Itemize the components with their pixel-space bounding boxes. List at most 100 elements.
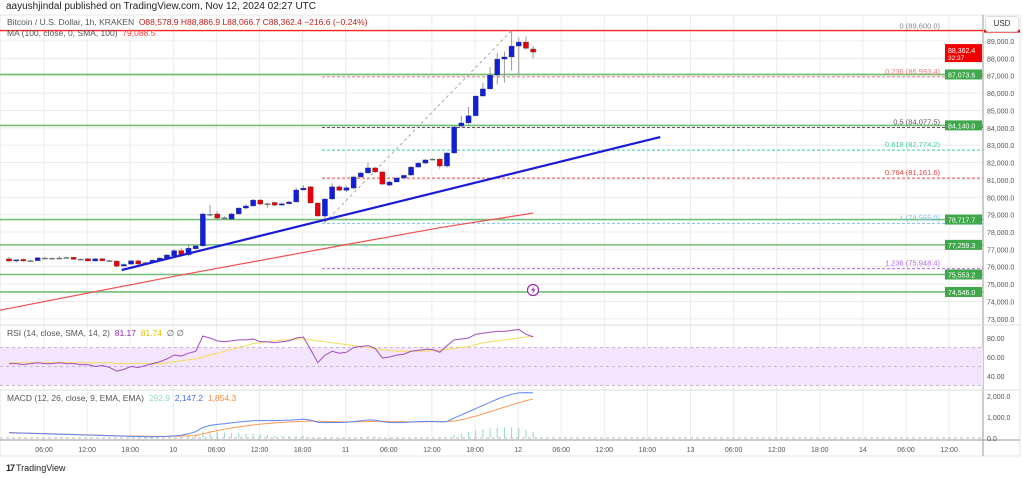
time-tick-label: 12:00 bbox=[78, 447, 96, 454]
candle-body bbox=[480, 88, 486, 97]
price-tick-label: 85,000.0 bbox=[987, 108, 1014, 115]
chart-frame bbox=[0, 14, 1021, 457]
candle-body bbox=[501, 56, 508, 60]
candle bbox=[501, 51, 508, 83]
candle bbox=[85, 258, 91, 262]
fib-level-label: 0 (89,600.0) bbox=[900, 22, 941, 31]
candle-body bbox=[78, 258, 84, 261]
rsi-tick-label: 80.00 bbox=[987, 336, 1005, 343]
candle bbox=[92, 258, 98, 262]
candle bbox=[63, 256, 70, 259]
price-tick-label: 82,000.0 bbox=[987, 161, 1014, 168]
rsi-value: 81.17 bbox=[114, 328, 136, 338]
candle bbox=[516, 37, 522, 76]
candle-body bbox=[358, 172, 364, 178]
time-tick-label: 11 bbox=[342, 447, 349, 454]
candle bbox=[465, 106, 472, 125]
currency-button[interactable]: USD bbox=[985, 16, 1019, 32]
candle-body bbox=[451, 126, 457, 154]
time-tick-label: 12:00 bbox=[251, 447, 269, 454]
fib-level-label: 1 (78,555.0) bbox=[900, 213, 941, 222]
rsi-tick-label: 60.00 bbox=[987, 355, 1005, 362]
candle bbox=[264, 202, 271, 208]
candle-body bbox=[236, 207, 242, 215]
candle bbox=[113, 260, 120, 268]
candle-body bbox=[128, 260, 134, 265]
time-tick-label: 13 bbox=[687, 447, 695, 454]
candle-body bbox=[42, 257, 48, 260]
time-tick-label: 18:00 bbox=[466, 447, 484, 454]
candle-body bbox=[437, 158, 443, 167]
price-tick-label: 79,000.0 bbox=[987, 213, 1014, 220]
symbol-name: Bitcoin / U.S. Dollar, 1h, KRAKEN bbox=[7, 17, 135, 27]
price-tick-label: 74,000.0 bbox=[987, 299, 1014, 306]
current-price-box bbox=[945, 44, 982, 63]
fib-level-label: 0.236 (86,993.4) bbox=[885, 67, 941, 76]
candle-body bbox=[92, 258, 98, 262]
price-tick-label: 80,000.0 bbox=[987, 195, 1014, 202]
level-price-box bbox=[945, 120, 982, 131]
time-tick-label: 12:00 bbox=[768, 447, 786, 454]
candle bbox=[49, 257, 55, 260]
macd-hist-value: 292.9 bbox=[148, 393, 170, 403]
macd-label: MACD (12, 26, close, 9, EMA, EMA) bbox=[7, 393, 144, 403]
time-tick-label: 10 bbox=[169, 447, 177, 454]
lightning-bolt-icon[interactable] bbox=[526, 283, 540, 297]
candle bbox=[20, 258, 27, 262]
macd-legend[interactable]: MACD (12, 26, close, 9, EMA, EMA) 292.9 … bbox=[7, 393, 236, 403]
level-price-label: 74,546.0 bbox=[948, 290, 975, 297]
ma-value: 79,088.5 bbox=[122, 28, 156, 38]
candle-body bbox=[6, 258, 12, 262]
candle-body bbox=[379, 171, 386, 185]
fib-level-label: 1.236 (75,948.4) bbox=[885, 259, 941, 268]
candle bbox=[343, 185, 350, 193]
candle-body bbox=[207, 214, 213, 216]
candle bbox=[322, 198, 328, 223]
ma-legend[interactable]: MA (100, close, 0, SMA, 100) 79,088.5 bbox=[7, 28, 155, 38]
candle-body bbox=[336, 186, 343, 191]
candle bbox=[243, 204, 249, 210]
candle bbox=[372, 166, 378, 173]
macd-tick-label: 2,000.0 bbox=[987, 394, 1010, 401]
candle bbox=[508, 30, 515, 71]
candle-body bbox=[372, 167, 378, 173]
candle bbox=[293, 187, 299, 203]
candle-body bbox=[343, 187, 350, 191]
candle bbox=[286, 200, 292, 205]
fib-level-label: 0.5 (84,077.5) bbox=[893, 117, 940, 126]
fib-connector-line bbox=[324, 30, 512, 223]
candle bbox=[34, 257, 41, 262]
candle bbox=[393, 177, 400, 183]
candle bbox=[458, 115, 465, 127]
candle-body bbox=[250, 199, 256, 207]
tradingview-logo[interactable]: 17 TradingView bbox=[6, 463, 66, 473]
time-tick-label: 06:00 bbox=[725, 447, 743, 454]
fib-level-label: 0.764 (81,161.6) bbox=[885, 168, 941, 177]
price-tick-label: 88,000.0 bbox=[987, 56, 1014, 63]
candle bbox=[56, 256, 63, 260]
candle-body bbox=[264, 203, 271, 205]
time-tick-label: 18:00 bbox=[294, 447, 312, 454]
rsi-line bbox=[9, 328, 534, 372]
trendline bbox=[121, 135, 661, 272]
candle bbox=[121, 263, 127, 267]
time-tick-label: 14 bbox=[859, 447, 867, 454]
macd-value: 2,147.2 bbox=[174, 393, 204, 403]
candle bbox=[429, 158, 436, 161]
price-tick-label: 84,000.0 bbox=[987, 126, 1014, 133]
time-tick-label: 12:00 bbox=[423, 447, 441, 454]
time-tick-label: 12 bbox=[514, 447, 522, 454]
candle-body bbox=[494, 58, 500, 76]
candle-body bbox=[63, 257, 70, 259]
candle bbox=[480, 82, 486, 97]
candle bbox=[99, 258, 106, 262]
rsi-legend[interactable]: RSI (14, close, SMA, 14, 2) 81.17 81.74 … bbox=[7, 328, 184, 339]
candle bbox=[437, 158, 443, 169]
candle bbox=[128, 260, 134, 265]
candle bbox=[350, 175, 357, 190]
fib-level-label: 0.618 (82,774.2) bbox=[885, 140, 941, 149]
price-tick-label: 77,000.0 bbox=[987, 247, 1014, 254]
candle bbox=[106, 259, 113, 262]
candle bbox=[78, 258, 84, 261]
